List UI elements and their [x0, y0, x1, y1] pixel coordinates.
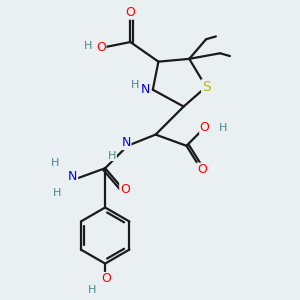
- Text: O: O: [200, 121, 210, 134]
- Text: N: N: [122, 136, 131, 149]
- Text: H: H: [108, 151, 116, 160]
- Text: H: H: [53, 188, 62, 199]
- Text: O: O: [125, 6, 135, 19]
- Text: O: O: [197, 163, 207, 176]
- Text: O: O: [96, 41, 106, 54]
- Text: H: H: [219, 123, 227, 133]
- Text: N: N: [141, 83, 151, 96]
- Text: H: H: [50, 158, 59, 168]
- Text: H: H: [84, 41, 92, 51]
- Text: H: H: [88, 285, 97, 295]
- Text: O: O: [102, 272, 112, 286]
- Text: S: S: [202, 80, 211, 94]
- Text: H: H: [131, 80, 140, 90]
- Text: O: O: [120, 183, 130, 196]
- Text: N: N: [68, 170, 78, 183]
